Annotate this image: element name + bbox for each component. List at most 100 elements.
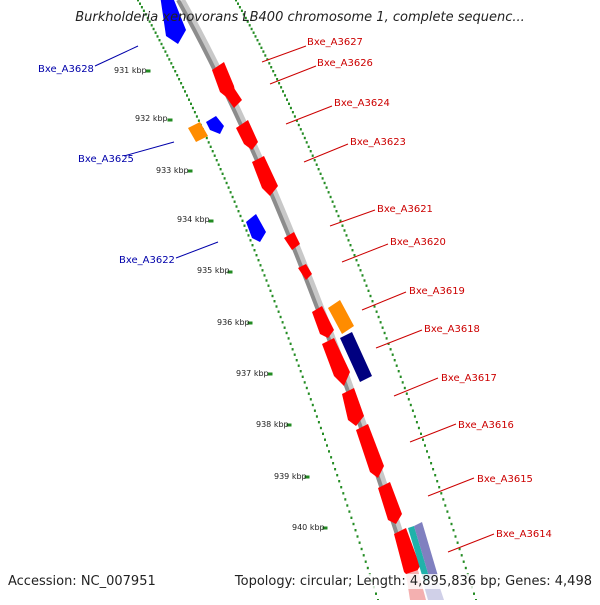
gene-feature-forward[interactable] <box>322 338 350 386</box>
tick-dot <box>417 426 420 430</box>
gene-label-forward[interactable]: Bxe_A3618 <box>424 324 480 335</box>
tick-dot <box>454 535 457 538</box>
gene-feature-other[interactable] <box>340 332 372 382</box>
tick-dot <box>289 342 292 345</box>
tick-dot <box>375 592 377 595</box>
tick-dot <box>186 94 188 97</box>
gene-label-forward[interactable]: Bxe_A3620 <box>390 237 446 248</box>
tick-dot <box>362 554 365 557</box>
tick-dot <box>248 24 251 27</box>
tick-dot <box>245 229 248 232</box>
gene-label-reverse[interactable]: Bxe_A3625 <box>78 154 134 165</box>
tick-dot <box>284 94 286 97</box>
gene-label-forward[interactable]: Bxe_A3619 <box>409 286 465 297</box>
tick-dot <box>348 510 351 513</box>
gene-feature-reverse[interactable] <box>246 214 266 242</box>
tick-dot <box>448 516 451 519</box>
tick-dot <box>349 244 352 247</box>
gene-feature-forward[interactable] <box>312 306 334 338</box>
tick-dot <box>219 168 222 171</box>
tick-dot <box>235 205 238 208</box>
tick-dot <box>432 468 435 471</box>
label-leader-line <box>375 329 423 349</box>
gene-label-forward[interactable]: Bxe_A3617 <box>441 373 497 384</box>
tick-dot <box>166 54 169 57</box>
tick-dot <box>361 274 364 277</box>
gene-feature-forward[interactable] <box>252 156 278 196</box>
gene-feature-forward[interactable] <box>394 528 420 580</box>
tick-dot <box>377 315 380 319</box>
tick-dot <box>397 370 400 373</box>
label-leader-line <box>393 377 439 397</box>
gene-label-reverse[interactable]: Bxe_A3628 <box>38 64 94 75</box>
kbp-label: 936 kbp <box>217 318 250 327</box>
label-leader-line <box>329 209 376 227</box>
gene-feature-forward[interactable] <box>342 388 364 426</box>
tick-dot <box>389 348 392 351</box>
tick-dot <box>329 195 332 199</box>
gene-label-forward[interactable]: Bxe_A3614 <box>496 529 552 540</box>
gene-feature-forward[interactable] <box>236 120 258 150</box>
tick-dot <box>263 274 266 277</box>
tick-dot <box>364 560 367 563</box>
tick-dot <box>160 42 163 46</box>
tick-dot <box>291 348 294 351</box>
tick-dot <box>328 450 330 453</box>
tick-dot <box>346 504 349 507</box>
tick-dot <box>299 128 302 131</box>
tick-dot <box>148 20 151 23</box>
tick-dot <box>399 375 402 378</box>
tick-dot <box>353 254 356 257</box>
gene-feature-other[interactable] <box>414 522 438 580</box>
kbp-label: 932 kbp <box>135 114 168 123</box>
gene-feature-reverse[interactable] <box>206 116 224 134</box>
tick-dot <box>217 163 220 166</box>
gene-feature-forward[interactable] <box>284 232 300 250</box>
gene-feature-forward[interactable] <box>298 264 312 280</box>
gene-feature-forward[interactable] <box>224 88 242 108</box>
tick-dot <box>422 438 424 441</box>
tick-dot <box>241 219 244 222</box>
gene-feature-other[interactable] <box>408 526 430 582</box>
tick-dot <box>274 74 277 77</box>
tick-dot <box>343 229 346 232</box>
tick-dot <box>243 224 246 227</box>
tick-dot <box>137 0 139 2</box>
tick-dot <box>337 214 340 218</box>
tick-dot <box>403 386 406 390</box>
genome-summary-text: Topology: circular; Length: 4,895,836 bp… <box>234 574 592 589</box>
gene-feature-forward[interactable] <box>356 424 384 478</box>
tick-dot <box>295 119 298 122</box>
tick-dot <box>267 284 270 287</box>
tick-dot <box>335 210 338 213</box>
gene-feature-reverse[interactable] <box>160 0 186 44</box>
gene-label-reverse[interactable]: Bxe_A3622 <box>119 255 175 266</box>
gene-label-forward[interactable]: Bxe_A3616 <box>458 420 514 431</box>
gene-feature-forward[interactable] <box>378 482 402 524</box>
tick-dot <box>391 353 394 356</box>
gene-feature-other[interactable] <box>188 122 208 142</box>
tick-dot <box>215 159 218 162</box>
tick-dot <box>259 264 262 267</box>
gene-label-forward[interactable]: Bxe_A3623 <box>350 137 406 148</box>
tick-dot <box>473 592 475 595</box>
tick-dot <box>411 409 414 412</box>
tick-dot <box>221 172 224 175</box>
tick-dot <box>401 381 404 384</box>
tick-dot <box>344 498 347 501</box>
tick-dot <box>309 150 312 153</box>
tick-dot <box>273 300 276 303</box>
gene-label-forward[interactable]: Bxe_A3615 <box>477 474 533 485</box>
label-leader-line <box>123 141 175 157</box>
gene-label-forward[interactable]: Bxe_A3627 <box>307 37 363 48</box>
tick-dot <box>237 210 240 213</box>
gene-label-forward[interactable]: Bxe_A3624 <box>334 98 390 109</box>
tick-dot <box>288 102 290 105</box>
gene-label-forward[interactable]: Bxe_A3621 <box>377 204 433 215</box>
kbp-label: 931 kbp <box>114 66 147 75</box>
tick-dot <box>297 364 300 367</box>
tick-dot <box>305 141 308 144</box>
gene-feature-other[interactable] <box>328 300 354 334</box>
gene-label-forward[interactable]: Bxe_A3626 <box>317 58 373 69</box>
kbp-tick <box>286 423 292 427</box>
